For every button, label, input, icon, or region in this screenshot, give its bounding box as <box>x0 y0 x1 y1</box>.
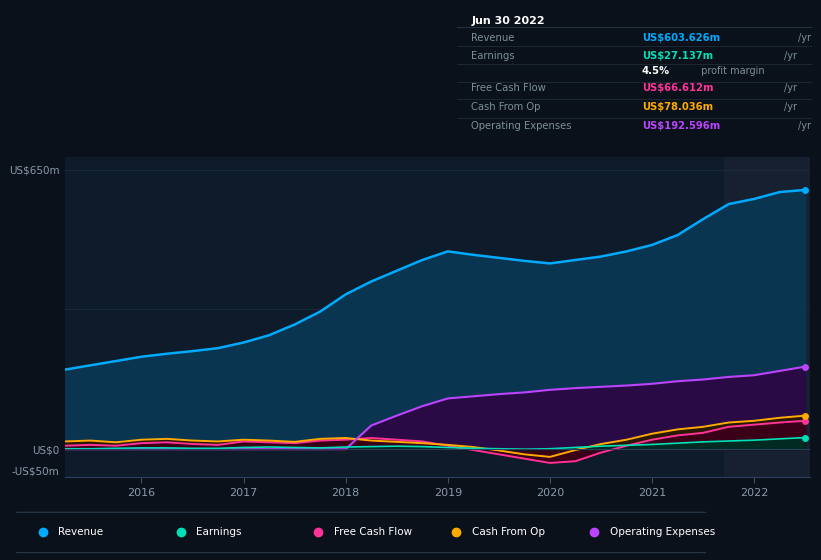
Text: Free Cash Flow: Free Cash Flow <box>333 527 412 537</box>
Text: Earnings: Earnings <box>471 51 515 61</box>
Text: /yr: /yr <box>783 102 796 111</box>
Text: US$66.612m: US$66.612m <box>642 83 713 94</box>
Text: /yr: /yr <box>798 121 811 131</box>
Text: Revenue: Revenue <box>471 32 515 43</box>
Text: Operating Expenses: Operating Expenses <box>471 121 572 131</box>
Text: Jun 30 2022: Jun 30 2022 <box>471 16 545 26</box>
Text: /yr: /yr <box>783 51 796 61</box>
Text: 4.5%: 4.5% <box>642 66 670 76</box>
Text: US$603.626m: US$603.626m <box>642 32 720 43</box>
Bar <box>723 157 815 477</box>
Text: profit margin: profit margin <box>699 66 765 76</box>
Text: US$27.137m: US$27.137m <box>642 51 713 61</box>
FancyBboxPatch shape <box>13 512 709 553</box>
Text: Revenue: Revenue <box>57 527 103 537</box>
Text: Operating Expenses: Operating Expenses <box>609 527 715 537</box>
Text: /yr: /yr <box>783 83 796 94</box>
Text: Cash From Op: Cash From Op <box>471 102 541 111</box>
Text: /yr: /yr <box>798 32 811 43</box>
Text: US$192.596m: US$192.596m <box>642 121 720 131</box>
Text: Earnings: Earnings <box>195 527 241 537</box>
Text: Free Cash Flow: Free Cash Flow <box>471 83 546 94</box>
Text: Cash From Op: Cash From Op <box>471 527 544 537</box>
Text: US$78.036m: US$78.036m <box>642 102 713 111</box>
